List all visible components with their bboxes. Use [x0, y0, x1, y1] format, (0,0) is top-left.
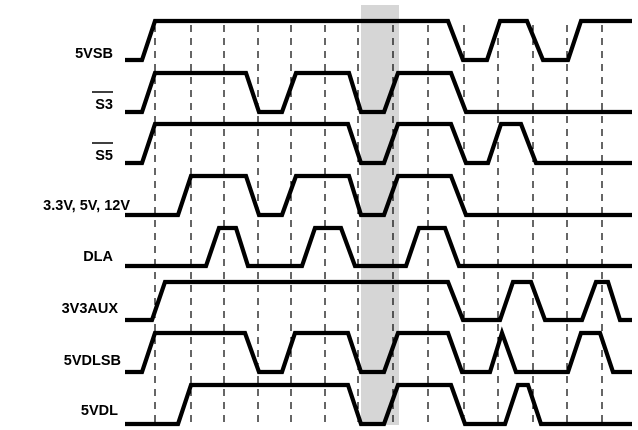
waveform-s3 [125, 70, 632, 115]
signal-label-dla: DLA [83, 249, 113, 265]
signal-label-3v3-5v-12v: 3.3V, 5V, 12V [43, 198, 130, 214]
waveform-5vsb [125, 18, 632, 63]
waveform-3v3aux [125, 279, 632, 323]
waveform-s5 [125, 121, 632, 166]
signal-label-s3: S3 [95, 97, 113, 113]
signal-labels: 5VSB S3 S5 3.3V, 5V, 12V DLA 3V3AUX 5VDL… [43, 46, 130, 419]
time-guides [154, 25, 603, 428]
waveform-5vdlsb [125, 326, 632, 375]
signal-label-s5: S5 [95, 148, 113, 164]
signal-label-5vsb: 5VSB [75, 46, 113, 62]
waveform-5vdl [125, 382, 632, 427]
signal-label-5vdlsb: 5VDLSB [64, 353, 121, 369]
signal-label-5vdl: 5VDL [81, 403, 118, 419]
signal-label-3v3aux: 3V3AUX [62, 301, 119, 317]
waveforms [125, 18, 632, 427]
waveform-dla [125, 225, 632, 269]
waveform-3v3-5v-12v [125, 173, 632, 218]
